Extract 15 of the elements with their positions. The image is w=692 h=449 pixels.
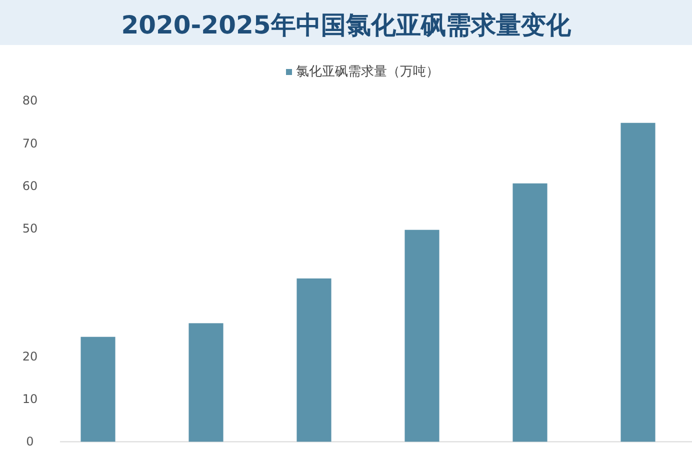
y-tick-label: 0 bbox=[26, 434, 34, 449]
bar bbox=[620, 122, 656, 442]
y-tick-label: 20 bbox=[22, 349, 38, 364]
y-tick-label: 80 bbox=[22, 94, 38, 108]
y-tick-label: 50 bbox=[22, 222, 38, 236]
bar bbox=[512, 183, 548, 442]
bar bbox=[404, 230, 440, 442]
bar bbox=[188, 323, 224, 442]
bar bbox=[296, 278, 332, 442]
y-tick-label: 10 bbox=[22, 392, 38, 406]
legend-label: 氯化亚砜需求量（万吨） bbox=[296, 64, 439, 80]
y-tick-label: 70 bbox=[22, 136, 38, 150]
bar bbox=[80, 336, 116, 442]
chart-title: 2020-2025年中国氯化亚砜需求量变化 bbox=[121, 10, 572, 40]
y-tick-label: 60 bbox=[22, 178, 38, 193]
